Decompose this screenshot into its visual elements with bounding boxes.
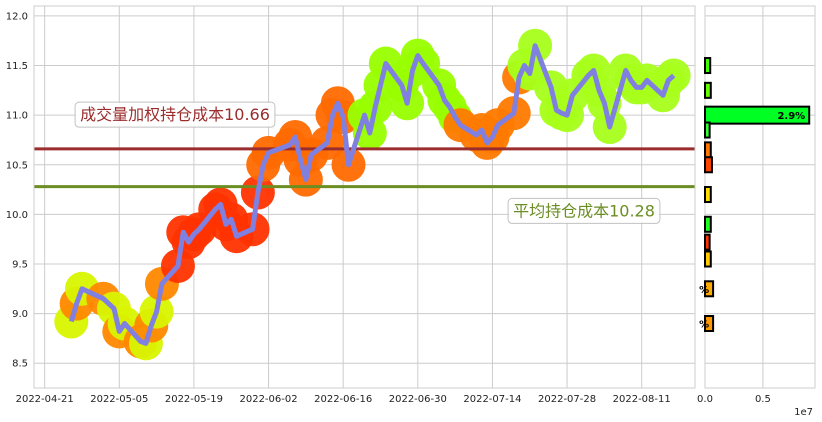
- side-x-multiplier: 1e7: [794, 407, 813, 418]
- distribution-bar: [704, 81, 712, 99]
- y-tick-label: 10.5: [6, 160, 28, 171]
- x-tick-label: 2022-05-05: [90, 394, 148, 405]
- price-line: [68, 43, 676, 346]
- distribution-bar: [704, 156, 713, 174]
- x-tick-label: 2022-04-21: [16, 394, 74, 405]
- avg-cost-annotation-text: 平均持仓成本10.28: [513, 201, 655, 220]
- price-marker-blob: [656, 58, 691, 93]
- y-tick-label: 8.5: [12, 359, 28, 370]
- distribution-bar: [704, 141, 712, 159]
- x-tick-label: 2022-07-14: [463, 394, 521, 405]
- distribution-bar: [704, 57, 712, 75]
- distribution-bar: [704, 121, 711, 139]
- x-tick-label: 2022-06-16: [314, 394, 372, 405]
- distribution-bar: [704, 250, 712, 268]
- main-plot-frame: [33, 5, 696, 389]
- distribution-bar-label: 2.9%: [777, 111, 805, 122]
- y-tick-label: 9.5: [12, 259, 28, 270]
- y-tick-label: 12.0: [6, 11, 28, 22]
- distribution-bar: [704, 315, 715, 333]
- distribution-bar: [704, 233, 711, 251]
- x-tick-label: 2022-05-19: [165, 394, 223, 405]
- distribution-bar: [704, 186, 712, 204]
- distribution-bar-label: %: [699, 285, 709, 296]
- y-tick-label: 11.0: [6, 111, 28, 122]
- distribution-bar: [704, 105, 811, 125]
- distribution-bar: [704, 215, 712, 233]
- x-tick-label: 2022-06-30: [389, 394, 447, 405]
- x-tick-label: 2022-06-02: [239, 394, 297, 405]
- y-tick-label: 10.0: [6, 210, 28, 221]
- side-x-tick-label: 0.0: [697, 394, 713, 405]
- side-plot-area: [705, 6, 815, 388]
- y-tick-label: 11.5: [6, 61, 28, 72]
- vwap-cost-annotation-box: [74, 101, 276, 128]
- x-tick-label: 2022-07-28: [538, 394, 596, 405]
- distribution-bar-label: %: [699, 320, 709, 331]
- x-tick-label: 2022-08-11: [613, 394, 671, 405]
- distribution-bar: [704, 280, 715, 298]
- y-tick-label: 9.0: [12, 309, 28, 320]
- vwap-cost-annotation-text: 成交量加权持仓成本10.66: [80, 105, 270, 124]
- avg-cost-annotation-box: [507, 197, 661, 224]
- side-x-tick-label: 0.5: [755, 394, 771, 405]
